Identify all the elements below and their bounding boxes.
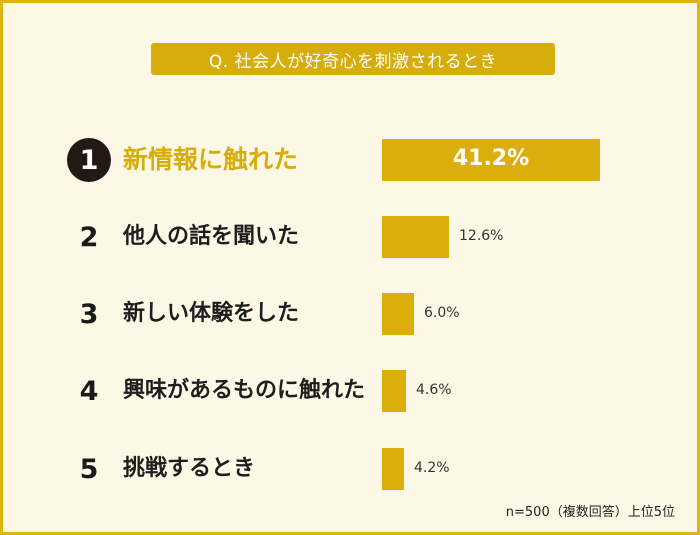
bar [382, 370, 406, 412]
bar [382, 139, 600, 181]
rank-number: 2 [79, 221, 99, 253]
value-label: 4.6% [416, 382, 452, 398]
question-banner: Q. 社会人が好奇心を刺激されるとき [151, 43, 555, 75]
category-label: 挑戦するとき [123, 456, 256, 481]
sample-note: n=500（複数回答）上位5位 [505, 505, 675, 520]
category-label: 他人の話を聞いた [123, 224, 300, 249]
category-label: 新しい体験をした [123, 301, 300, 326]
rank-number: 1 [67, 138, 111, 182]
value-label: 41.2% [452, 146, 530, 171]
value-label: 4.2% [414, 460, 450, 476]
rank-number: 3 [79, 298, 99, 330]
bar [382, 293, 414, 335]
bar [382, 216, 449, 258]
rank-number: 5 [79, 453, 99, 485]
value-label: 6.0% [424, 305, 460, 321]
bar [382, 448, 404, 490]
rank-number: 4 [79, 375, 99, 407]
category-label: 興味があるものに触れた [123, 378, 366, 403]
value-label: 12.6% [459, 228, 504, 244]
category-label: 新情報に触れた [123, 145, 299, 174]
